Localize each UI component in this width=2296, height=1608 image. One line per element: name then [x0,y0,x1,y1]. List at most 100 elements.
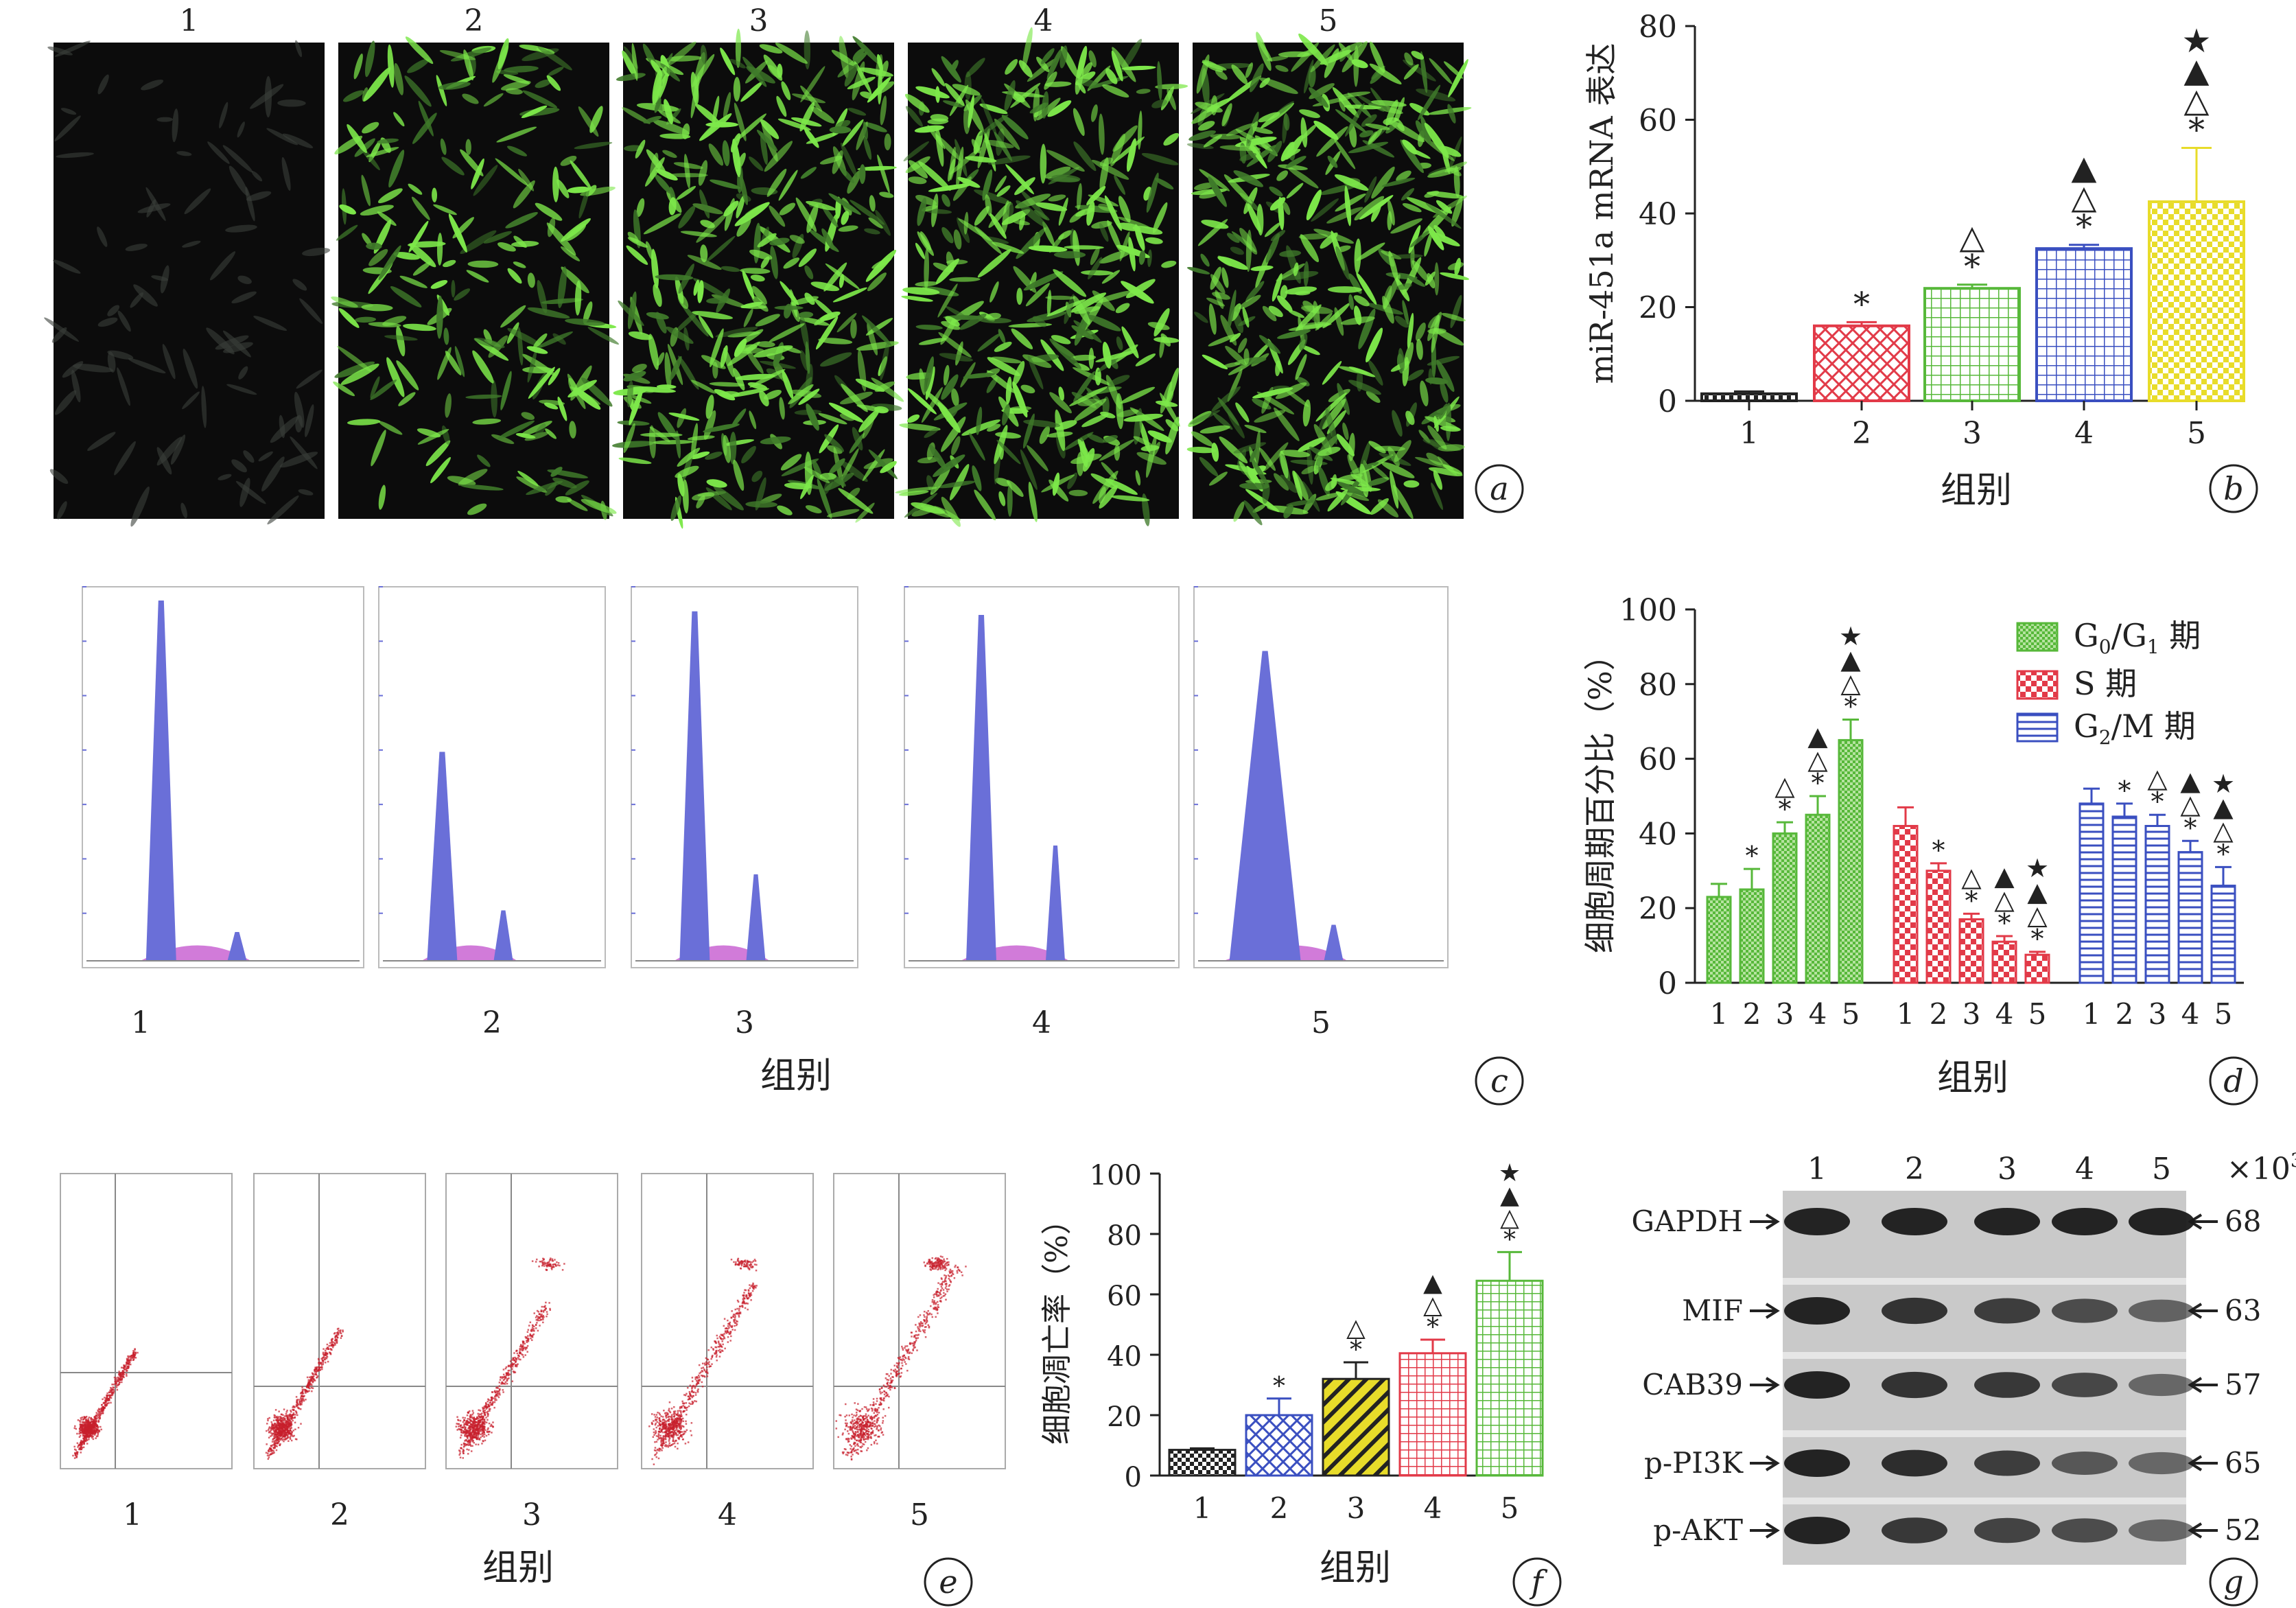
event-dot [467,1428,469,1430]
event-dot [467,1411,469,1413]
event-dot [75,1455,78,1457]
significance-mark: △ [2147,763,2168,793]
cell [441,156,465,176]
cell [924,428,939,439]
cell [983,139,1014,148]
event-dot [86,1431,89,1433]
event-dot [279,1424,281,1427]
cell [409,243,436,268]
cell [1058,386,1064,401]
event-dot [335,1334,338,1337]
cell [1335,109,1368,133]
event-dot [95,1419,97,1421]
event-dot [526,1340,528,1342]
event-dot [512,1371,515,1373]
event-dot [715,1355,718,1358]
event-dot [277,1429,280,1431]
event-dot [323,1348,325,1350]
event-dot [329,1344,332,1347]
cell [390,286,422,307]
event-dot [290,1430,292,1432]
cell [411,196,430,220]
cell [723,434,731,463]
event-dot [289,1419,291,1421]
cell [1025,283,1050,307]
event-dot [653,1428,655,1430]
panel-label: d [2223,1062,2243,1099]
cell [745,501,778,508]
event-dot [465,1421,467,1424]
cell [1069,209,1086,223]
cell [1337,383,1350,415]
event-dot [469,1437,472,1439]
cell [436,75,447,106]
event-dot [718,1349,721,1351]
cell [55,390,77,415]
cell [368,322,401,327]
event-dot [324,1349,327,1352]
event-dot [651,1458,653,1460]
event-dot [653,1420,655,1422]
event-dot [682,1420,685,1423]
event-dot [476,1434,478,1436]
event-dot [132,1355,134,1358]
cell [1088,257,1103,280]
cell [1073,108,1085,137]
event-dot [482,1415,484,1418]
event-dot [283,1432,285,1434]
event-dot [118,1371,120,1373]
cell [705,395,714,419]
event-dot [104,1399,106,1401]
cell [740,268,771,275]
cell [1076,452,1084,476]
event-dot [281,1425,283,1428]
cell [935,86,940,103]
event-dot [97,1409,99,1412]
cell [1160,393,1180,427]
cell [989,281,999,303]
event-dot [270,1421,272,1423]
cell [483,93,504,107]
cell [691,423,699,459]
fluorescence-group-label: 4 [1034,3,1053,38]
cell [378,485,386,510]
event-dot [269,1447,272,1449]
event-dot [320,1362,322,1364]
event-dot [467,1418,469,1420]
cell [231,291,257,304]
event-dot [266,1443,268,1445]
event-dot [90,1434,93,1437]
event-dot [300,1397,302,1399]
event-dot [473,1436,476,1438]
cell [961,419,1000,436]
event-dot [533,1312,535,1314]
event-dot [293,1434,295,1437]
cell [496,126,537,143]
cell [298,489,314,496]
event-dot [481,1421,484,1423]
event-dot [267,1418,269,1420]
event-dot [527,1329,530,1331]
cell [1090,104,1098,122]
event-dot [278,1440,280,1443]
cell [640,432,683,437]
event-dot [290,1433,293,1435]
cell [1039,426,1051,444]
cell [1073,295,1090,325]
event-dot [106,1394,108,1397]
histogram-frame [631,586,858,968]
cell [574,141,613,150]
cell [990,356,1022,364]
cell [505,88,523,95]
cell [1055,409,1066,452]
event-dot [524,1349,527,1351]
cell [467,260,499,268]
cell [666,41,696,67]
cell [924,356,934,393]
event-dot [270,1445,273,1447]
event-dot [730,1317,733,1319]
cell [1136,452,1167,465]
cell [898,490,929,496]
event-dot [266,1423,268,1425]
cell [1112,125,1138,152]
